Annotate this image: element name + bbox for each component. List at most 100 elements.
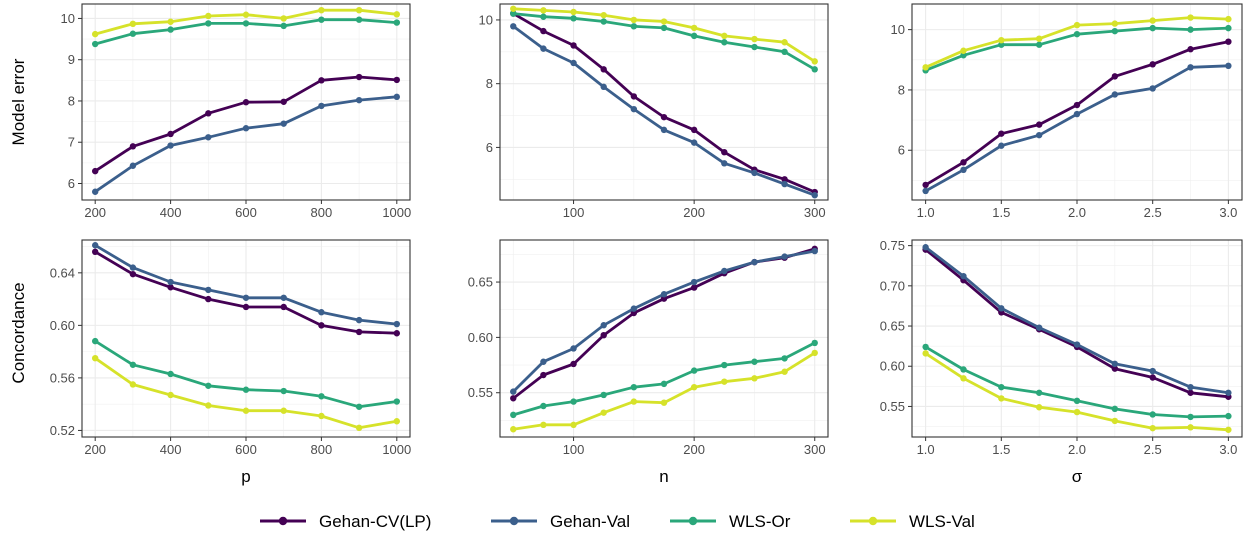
data-point-wls-val bbox=[1149, 424, 1156, 432]
data-point-wls-or bbox=[205, 20, 212, 27]
panel-border bbox=[81, 239, 411, 438]
legend-label: Gehan-CV(LP) bbox=[319, 512, 431, 531]
data-point-wls-val bbox=[660, 399, 668, 406]
data-point-gehan-cv-lp bbox=[1149, 61, 1156, 68]
data-point-gehan-val bbox=[1111, 360, 1119, 368]
data-point-wls-or bbox=[1149, 24, 1156, 32]
x-tick-label: 400 bbox=[160, 205, 182, 220]
data-point-gehan-val bbox=[570, 59, 577, 67]
data-point-gehan-val bbox=[721, 160, 728, 167]
x-tick-label: 2.5 bbox=[1144, 205, 1162, 220]
data-point-gehan-cv-lp bbox=[660, 113, 668, 121]
data-point-wls-val bbox=[960, 47, 967, 54]
data-point-wls-val bbox=[1225, 426, 1232, 433]
data-point-wls-or bbox=[1073, 397, 1081, 405]
data-point-wls-val bbox=[922, 350, 929, 357]
data-point-gehan-val bbox=[318, 309, 325, 316]
data-point-wls-val bbox=[129, 381, 137, 388]
data-point-wls-val bbox=[205, 12, 212, 20]
data-point-gehan-cv-lp bbox=[280, 98, 287, 105]
data-point-wls-or bbox=[660, 380, 668, 388]
data-point-wls-val bbox=[242, 407, 250, 414]
y-tick-label: 10 bbox=[891, 22, 905, 37]
data-point-gehan-cv-lp bbox=[600, 66, 607, 73]
data-point-wls-or bbox=[205, 382, 212, 389]
data-point-wls-val bbox=[781, 39, 788, 46]
data-point-wls-val bbox=[393, 11, 401, 18]
row-label-model-error: Model error bbox=[9, 58, 28, 145]
panel-5: 0.55 0.60 0.65 100 200 300 bbox=[468, 239, 829, 457]
data-point-wls-val bbox=[721, 378, 728, 385]
data-point-gehan-val bbox=[1225, 389, 1232, 396]
data-point-gehan-val bbox=[205, 134, 212, 141]
data-point-wls-or bbox=[811, 339, 818, 347]
data-point-gehan-val bbox=[960, 272, 967, 280]
data-point-gehan-cv-lp bbox=[690, 284, 698, 291]
data-point-gehan-cv-lp bbox=[205, 110, 212, 117]
data-point-gehan-cv-lp bbox=[781, 176, 788, 183]
data-point-gehan-cv-lp bbox=[91, 248, 99, 256]
data-point-wls-or bbox=[630, 23, 638, 30]
panel-border bbox=[911, 239, 1243, 438]
legend-item-wls-val: WLS-Val bbox=[850, 512, 975, 531]
data-point-gehan-val bbox=[393, 93, 401, 101]
data-point-wls-or bbox=[751, 358, 758, 365]
data-point-gehan-val bbox=[510, 388, 517, 395]
x-tick-label: 1.0 bbox=[917, 205, 935, 220]
x-tick-label: 600 bbox=[235, 205, 257, 220]
data-point-gehan-val bbox=[1149, 85, 1156, 92]
data-point-gehan-val bbox=[1149, 367, 1156, 375]
data-point-gehan-val bbox=[600, 83, 607, 91]
legend-key-point bbox=[278, 516, 288, 526]
data-point-gehan-cv-lp bbox=[570, 42, 577, 49]
y-tick-label: 10 bbox=[479, 12, 493, 27]
data-point-wls-or bbox=[960, 366, 967, 373]
data-point-wls-val bbox=[1111, 417, 1119, 425]
panel-border bbox=[499, 239, 829, 438]
data-point-wls-val bbox=[1225, 15, 1232, 23]
legend-label: WLS-Val bbox=[909, 512, 975, 531]
data-point-gehan-cv-lp bbox=[690, 126, 698, 134]
data-point-gehan-val bbox=[660, 126, 668, 134]
data-point-gehan-val bbox=[781, 180, 788, 188]
data-point-wls-or bbox=[540, 402, 547, 410]
data-point-wls-or bbox=[280, 22, 287, 30]
data-point-wls-val bbox=[1187, 424, 1194, 431]
series-line-wls-val bbox=[513, 351, 816, 431]
y-tick-label: 9 bbox=[68, 52, 75, 67]
data-point-wls-or bbox=[393, 398, 401, 405]
panel-4: 0.52 0.56 0.60 0.64 200 400 600 800 1000 bbox=[50, 239, 411, 457]
data-point-gehan-cv-lp bbox=[630, 93, 638, 100]
data-point-wls-or bbox=[998, 383, 1005, 391]
data-point-wls-val bbox=[811, 349, 818, 357]
x-axis-title-sigma: σ bbox=[1072, 467, 1083, 486]
data-point-gehan-val bbox=[1035, 131, 1043, 139]
x-tick-label: 300 bbox=[804, 442, 826, 457]
legend-item-wls-or: WLS-Or bbox=[670, 512, 791, 531]
data-point-gehan-val bbox=[1073, 110, 1081, 118]
data-point-gehan-val bbox=[1111, 91, 1119, 98]
data-point-wls-val bbox=[318, 6, 325, 14]
data-point-gehan-cv-lp bbox=[393, 330, 401, 337]
x-tick-label: 1.5 bbox=[992, 205, 1010, 220]
data-point-wls-or bbox=[721, 361, 728, 369]
data-point-gehan-val bbox=[600, 322, 607, 329]
data-point-wls-or bbox=[811, 66, 818, 73]
data-point-wls-or bbox=[781, 355, 788, 362]
legend-item-gehan-val: Gehan-Val bbox=[491, 512, 630, 531]
data-point-wls-val bbox=[960, 375, 967, 382]
y-tick-label: 0.60 bbox=[50, 318, 75, 333]
x-tick-label: 3.0 bbox=[1219, 205, 1237, 220]
y-tick-label: 6 bbox=[898, 143, 905, 158]
data-point-gehan-val bbox=[355, 316, 363, 324]
data-point-wls-or bbox=[91, 337, 99, 345]
data-point-wls-or bbox=[690, 367, 698, 374]
data-point-wls-val bbox=[922, 64, 929, 71]
data-point-wls-or bbox=[129, 30, 137, 37]
data-point-gehan-val bbox=[1035, 324, 1043, 331]
data-point-wls-or bbox=[1187, 26, 1194, 33]
data-point-gehan-val bbox=[91, 242, 99, 249]
data-point-wls-or bbox=[600, 18, 607, 25]
y-tick-label: 0.56 bbox=[50, 370, 75, 385]
data-point-gehan-val bbox=[660, 291, 668, 298]
